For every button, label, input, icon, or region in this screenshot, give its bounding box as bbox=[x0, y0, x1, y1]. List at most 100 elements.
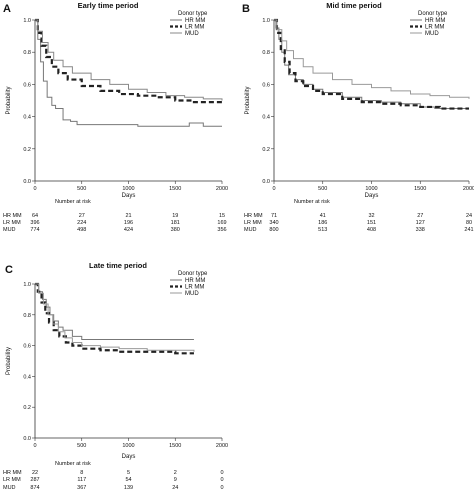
risk-row-label: HR MM bbox=[3, 470, 22, 476]
legend-label: HR MM bbox=[185, 18, 205, 24]
risk-row-label: LR MM bbox=[3, 477, 21, 483]
risk-value: 151 bbox=[367, 220, 376, 226]
x-tick-label: 1500 bbox=[169, 186, 181, 192]
risk-row-label: MUD bbox=[3, 485, 16, 491]
x-tick-label: 2000 bbox=[463, 186, 474, 192]
series-line-lr-mm bbox=[35, 18, 224, 104]
risk-value: 424 bbox=[124, 227, 133, 233]
panel-title: Mid time period bbox=[326, 1, 382, 10]
panel-b: B Mid time period 0.0 0.2 0.4 0.6 0.8 1.0 0 500 10… bbox=[242, 1, 474, 233]
legend-label: MUD bbox=[425, 31, 439, 37]
panel-title: Late time period bbox=[89, 261, 147, 270]
x-tick-label: 0 bbox=[33, 443, 36, 449]
risk-value: 186 bbox=[318, 220, 327, 226]
y-tick-label: 1.0 bbox=[23, 282, 31, 288]
risk-value: 338 bbox=[416, 227, 425, 233]
risk-value: 80 bbox=[466, 220, 472, 226]
y-tick-label: 0.2 bbox=[262, 147, 270, 153]
risk-value: 15 bbox=[219, 213, 225, 219]
risk-value: 0 bbox=[220, 470, 223, 476]
risk-value: 139 bbox=[124, 485, 133, 491]
risk-value: 396 bbox=[30, 220, 39, 226]
legend-title: Donor type bbox=[418, 11, 448, 17]
y-axis-label: Probability bbox=[245, 86, 251, 114]
risk-value: 181 bbox=[171, 220, 180, 226]
y-axis-label: Probability bbox=[6, 86, 12, 114]
risk-value: 2 bbox=[174, 470, 177, 476]
risk-value: 774 bbox=[30, 227, 39, 233]
risk-value: 340 bbox=[269, 220, 278, 226]
risk-value: 800 bbox=[269, 227, 278, 233]
risk-table: Number at risk HR MM 71 41 32 27 24 LR MM 340 186… bbox=[244, 199, 474, 233]
x-tick-label: 0 bbox=[33, 186, 36, 192]
x-tick-label: 500 bbox=[318, 186, 327, 192]
y-tick-label: 0.4 bbox=[262, 115, 270, 121]
legend-label: LR MM bbox=[185, 25, 204, 31]
risk-value: 9 bbox=[174, 477, 177, 483]
x-tick-label: 1000 bbox=[122, 443, 134, 449]
risk-table-header: Number at risk bbox=[55, 199, 91, 205]
risk-value: 0 bbox=[220, 485, 223, 491]
risk-value: 8 bbox=[80, 470, 83, 476]
panel-letter: A bbox=[3, 3, 11, 15]
risk-row-label: MUD bbox=[244, 227, 257, 233]
risk-value: 27 bbox=[417, 213, 423, 219]
series-line-mud bbox=[35, 283, 195, 352]
y-tick-label: 0.6 bbox=[23, 344, 31, 350]
series-line-hr-mm bbox=[35, 19, 222, 127]
y-tick-label: 0.6 bbox=[23, 82, 31, 88]
risk-value: 169 bbox=[217, 220, 226, 226]
risk-value: 498 bbox=[77, 227, 86, 233]
risk-value: 874 bbox=[30, 485, 39, 491]
y-tick-label: 0.2 bbox=[23, 147, 31, 153]
risk-value: 19 bbox=[172, 213, 178, 219]
panel-a: A Early time period 0.0 0.2 0.4 0.6 0.8 1.0 0 500… bbox=[3, 1, 228, 233]
risk-value: 32 bbox=[368, 213, 374, 219]
series-line-mud bbox=[274, 19, 470, 99]
y-tick-label: 0.8 bbox=[23, 313, 31, 319]
y-tick-label: 0.0 bbox=[23, 436, 31, 442]
panel-letter: C bbox=[5, 264, 13, 276]
legend-label: HR MM bbox=[425, 18, 445, 24]
risk-table: Number at risk HR MM 22 8 5 2 0 LR MM 287 117 54 9 0… bbox=[3, 461, 224, 491]
x-tick-label: 1000 bbox=[122, 186, 134, 192]
series-line-mud bbox=[35, 19, 223, 101]
risk-value: 367 bbox=[77, 485, 86, 491]
y-tick-label: 0.8 bbox=[23, 50, 31, 56]
legend-label: LR MM bbox=[185, 285, 204, 291]
x-tick-label: 1500 bbox=[414, 186, 426, 192]
x-tick-label: 500 bbox=[77, 186, 86, 192]
risk-value: 21 bbox=[125, 213, 131, 219]
y-tick-label: 0.4 bbox=[23, 115, 31, 121]
x-axis-label: Days bbox=[122, 454, 136, 460]
x-tick-label: 1000 bbox=[365, 186, 377, 192]
risk-value: 24 bbox=[172, 485, 178, 491]
series-line-lr-mm bbox=[274, 18, 469, 110]
risk-value: 41 bbox=[320, 213, 326, 219]
risk-table-header: Number at risk bbox=[55, 461, 91, 467]
series-line-lr-mm bbox=[35, 282, 194, 355]
legend-label: LR MM bbox=[425, 25, 444, 31]
x-axis-label: Days bbox=[122, 193, 136, 199]
risk-value: 22 bbox=[32, 470, 38, 476]
y-tick-label: 1.0 bbox=[23, 18, 31, 24]
risk-value: 54 bbox=[125, 477, 131, 483]
legend-label: MUD bbox=[185, 291, 199, 297]
risk-value: 127 bbox=[416, 220, 425, 226]
risk-table: Number at risk HR MM 64 27 21 19 15 LR MM 396 224… bbox=[3, 199, 227, 233]
y-tick-label: 0.2 bbox=[23, 405, 31, 411]
risk-row-label: HR MM bbox=[244, 213, 263, 219]
y-axis-label: Probability bbox=[6, 347, 12, 375]
legend-label: MUD bbox=[185, 31, 199, 37]
risk-value: 0 bbox=[220, 477, 223, 483]
legend-label: HR MM bbox=[185, 278, 205, 284]
x-tick-label: 2000 bbox=[216, 443, 228, 449]
risk-value: 513 bbox=[318, 227, 327, 233]
risk-value: 5 bbox=[127, 470, 130, 476]
risk-value: 224 bbox=[77, 220, 86, 226]
